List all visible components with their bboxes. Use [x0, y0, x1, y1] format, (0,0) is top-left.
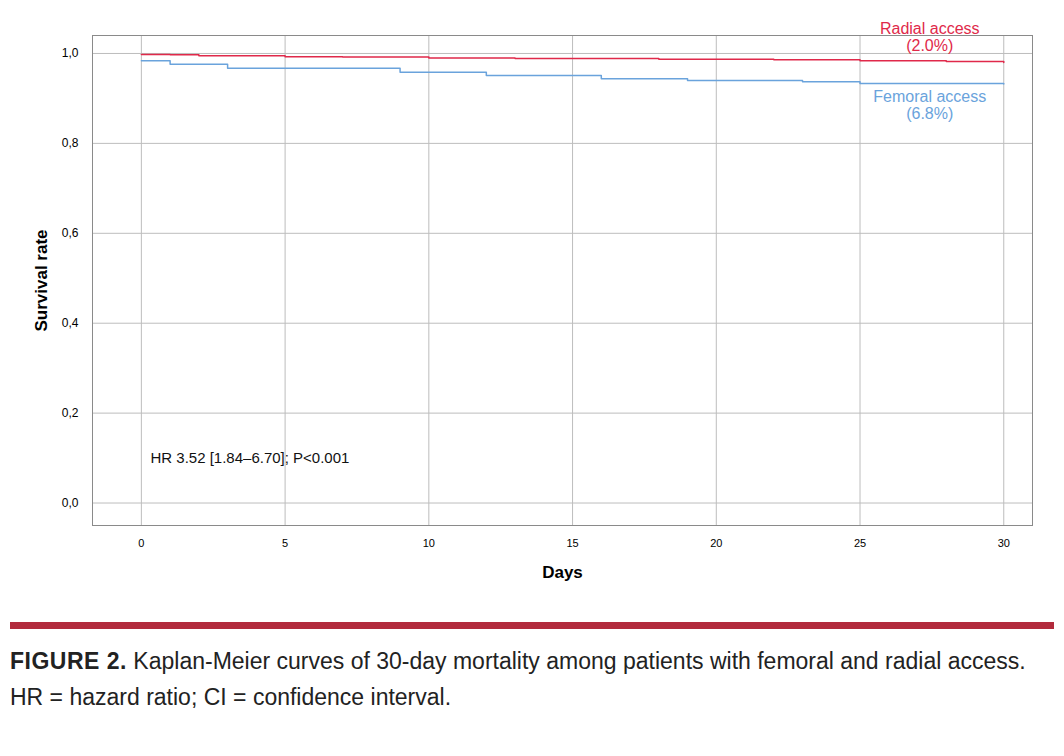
svg-text:0,8: 0,8 [62, 136, 79, 150]
svg-text:0,0: 0,0 [62, 496, 79, 510]
svg-text:(6.8%): (6.8%) [906, 105, 953, 122]
svg-text:5: 5 [282, 537, 288, 549]
svg-text:Survival rate: Survival rate [32, 229, 51, 331]
svg-text:HR 3.52 [1.84–6.70]; P<0.001: HR 3.52 [1.84–6.70]; P<0.001 [151, 449, 350, 466]
svg-text:0,4: 0,4 [62, 316, 79, 330]
svg-text:25: 25 [854, 537, 866, 549]
svg-text:20: 20 [710, 537, 722, 549]
svg-text:0: 0 [138, 537, 144, 549]
svg-text:Femoral access: Femoral access [873, 88, 986, 105]
svg-text:Days: Days [542, 563, 583, 582]
html-text:FIGURE 2. Kaplan-Meier curves: FIGURE 2. Kaplan-Meier curves of 30-day … [10, 648, 1026, 710]
svg-text:30: 30 [998, 537, 1010, 549]
svg-text:1,0: 1,0 [62, 46, 79, 60]
svg-text:10: 10 [423, 537, 435, 549]
svg-text:0,2: 0,2 [62, 406, 79, 420]
svg-text:0,6: 0,6 [62, 226, 79, 240]
svg-text:Radial access: Radial access [880, 20, 980, 37]
svg-text:(2.0%): (2.0%) [906, 37, 953, 54]
svg-text:15: 15 [566, 537, 578, 549]
